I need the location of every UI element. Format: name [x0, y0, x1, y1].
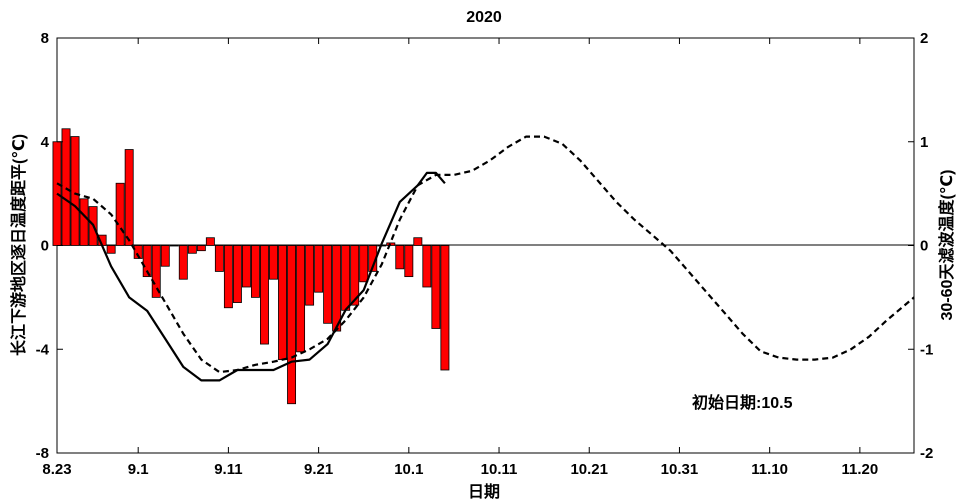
anomaly-bar — [395, 245, 405, 270]
anomaly-bar — [350, 245, 360, 306]
y-tick-label-right: 2 — [920, 30, 928, 47]
anomaly-bar — [106, 245, 116, 254]
anomaly-bar — [214, 245, 224, 272]
x-tick-label: 9.11 — [214, 461, 242, 478]
anomaly-bar — [205, 237, 215, 246]
y-tick-label-left: 8 — [41, 30, 49, 47]
x-tick-label: 10.21 — [570, 461, 608, 478]
anomaly-bar — [341, 245, 351, 311]
anomaly-bar — [232, 245, 242, 303]
x-tick-label: 9.21 — [304, 461, 333, 478]
anomaly-bar — [305, 245, 315, 306]
anomaly-bar — [404, 245, 414, 278]
anomaly-bar — [160, 245, 170, 267]
x-tick-label: 11.20 — [842, 461, 879, 478]
anomaly-bar — [70, 136, 80, 246]
y-axis-label-right: 30-60天滤波温度(℃) — [937, 170, 956, 321]
x-tick-label: 10.31 — [661, 461, 699, 478]
y-tick-label-left: 4 — [41, 134, 50, 151]
anomaly-bar — [79, 198, 89, 246]
anomaly-bar — [223, 245, 233, 309]
y-tick-label-right: 0 — [920, 238, 928, 255]
axes: 8.23 9.1 9.11 9.21 10.1 10.11 10.21 10.31 11.10 1… — [36, 30, 934, 478]
anomaly-bar — [260, 245, 269, 345]
anomaly-bar — [278, 245, 287, 361]
anomaly-bar — [187, 245, 197, 254]
anomaly-bar — [241, 245, 251, 288]
x-axis-label: 日期 — [468, 482, 500, 501]
anomaly-bar — [61, 128, 71, 246]
y-tick-label-left: 0 — [41, 238, 49, 255]
y-axis-label-left: 长江下游地区逐日温度距平(℃) — [9, 134, 28, 356]
anomaly-bar — [314, 245, 324, 293]
anomaly-bar — [332, 245, 342, 332]
anomaly-bar — [287, 245, 297, 405]
anomaly-bar — [124, 149, 134, 246]
anomaly-bar — [151, 245, 161, 298]
x-tick-label: 11.10 — [751, 461, 788, 478]
x-tick-label: 8.23 — [42, 461, 71, 478]
x-tick-label: 10.1 — [394, 461, 423, 478]
anomaly-bar — [178, 245, 188, 280]
filtered-lines — [56, 135, 915, 382]
y-tick-label-left: -4 — [36, 341, 50, 358]
anomaly-bar — [196, 245, 206, 252]
anomaly-bar — [115, 182, 125, 246]
anomaly-bar — [250, 245, 260, 298]
initial-date-annotation: 初始日期:10.5 — [692, 393, 793, 412]
x-tick-label: 9.1 — [128, 461, 149, 478]
series-line-dashed — [56, 135, 915, 374]
anomaly-bar — [431, 245, 441, 329]
anomaly-bar — [269, 245, 278, 280]
anomaly-bar — [323, 245, 333, 324]
anomaly-bar — [440, 245, 450, 371]
y-tick-label-right: 1 — [920, 134, 928, 151]
y-tick-label-right: -1 — [920, 341, 933, 358]
anomaly-bar — [169, 245, 179, 247]
anomaly-bars — [52, 128, 450, 405]
anomaly-bar — [359, 245, 369, 283]
x-tick-label: 10.11 — [481, 461, 518, 478]
anomaly-bar — [142, 245, 152, 278]
anomaly-bar — [413, 237, 423, 246]
anomaly-bar — [133, 245, 143, 259]
chart-title: 2020 — [466, 9, 502, 26]
anomaly-bar — [296, 245, 306, 353]
y-tick-label-right: -2 — [920, 445, 933, 462]
series-line-solid — [56, 171, 446, 382]
anomaly-bar — [422, 245, 432, 288]
y-tick-label-left: -8 — [36, 445, 49, 462]
